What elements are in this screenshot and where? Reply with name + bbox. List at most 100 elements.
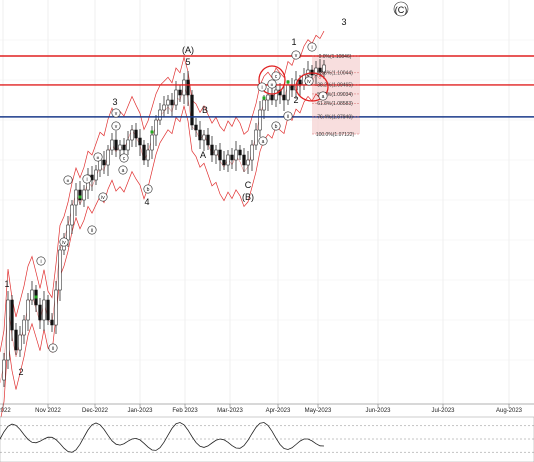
wave-label: v bbox=[115, 111, 118, 117]
wave-label: a bbox=[262, 139, 265, 145]
wave-label: b bbox=[147, 187, 150, 193]
candle-body bbox=[322, 64, 326, 73]
fib-label: 76.4%(1.07940) bbox=[317, 115, 353, 121]
candle-body bbox=[182, 79, 186, 96]
candle-body bbox=[42, 299, 46, 321]
candle-body bbox=[98, 159, 102, 171]
bull-marker bbox=[286, 80, 290, 84]
candle-body bbox=[74, 189, 78, 206]
candle-body bbox=[266, 94, 270, 101]
wave-label: 1 bbox=[4, 279, 9, 289]
bull-marker bbox=[262, 96, 266, 100]
wave-label: 4 bbox=[144, 197, 149, 207]
wave-label: 3 bbox=[112, 97, 117, 107]
wave-label-circle bbox=[63, 175, 73, 185]
wave-label: B bbox=[202, 105, 208, 115]
candle-body bbox=[46, 299, 50, 321]
wave-label: 5 bbox=[185, 57, 190, 67]
candle-body bbox=[106, 149, 110, 166]
wave-label-circle bbox=[271, 71, 281, 81]
wave-label-circle bbox=[257, 82, 267, 92]
candle-body bbox=[306, 69, 310, 76]
wave-label: iv bbox=[307, 79, 311, 85]
date-axis: -2022 Nov 2022 Dec-2022 Jan-2023 Feb 2023 Mar… bbox=[0, 404, 523, 414]
wave-label: ii bbox=[91, 228, 93, 234]
candle-body bbox=[154, 119, 158, 136]
candle-body bbox=[250, 144, 254, 161]
wave-label: (A) bbox=[182, 45, 194, 55]
horizontal-lines bbox=[0, 55, 534, 118]
candle-body bbox=[194, 124, 198, 131]
highlight-circles bbox=[258, 65, 329, 102]
wave-label: (C) bbox=[395, 5, 408, 15]
candle-body bbox=[170, 99, 174, 106]
wave-label-circle bbox=[118, 165, 128, 175]
wave-label-circle bbox=[82, 174, 92, 184]
candle-body bbox=[50, 319, 54, 326]
band-middle bbox=[0, 71, 325, 384]
wave-label: A bbox=[200, 150, 206, 160]
candle-body bbox=[166, 99, 170, 106]
oscillator-panel bbox=[0, 416, 534, 462]
candle-body bbox=[54, 289, 58, 326]
wave-label-circle bbox=[143, 184, 153, 194]
candle-body bbox=[214, 149, 218, 156]
wave-label: c bbox=[275, 74, 278, 80]
date-label: Jun-2023 bbox=[365, 408, 391, 414]
fib-label: 50.0%(1.09034) bbox=[317, 92, 353, 98]
candle-body bbox=[234, 149, 238, 161]
wave-label-circle bbox=[93, 152, 103, 162]
wave-label: iv bbox=[101, 195, 105, 201]
wave-label: iii bbox=[97, 155, 100, 160]
date-label: Feb 2023 bbox=[172, 408, 198, 414]
wave-label: c bbox=[123, 156, 126, 162]
wave-label-circle bbox=[304, 76, 314, 86]
candle-body bbox=[94, 169, 98, 181]
candle-body bbox=[230, 154, 234, 161]
highlight-circle bbox=[295, 72, 329, 102]
bull-marker bbox=[150, 130, 154, 134]
candle-body bbox=[66, 224, 70, 241]
candle-body bbox=[198, 129, 202, 141]
date-label: Apr-2023 bbox=[266, 408, 291, 414]
candle-body bbox=[262, 99, 266, 111]
wave-label: 3 bbox=[341, 17, 346, 27]
wave-label-circle bbox=[111, 121, 121, 131]
candle-body bbox=[6, 299, 10, 361]
wave-label-circle bbox=[119, 153, 129, 163]
wave-label: v bbox=[295, 53, 298, 59]
candle-body bbox=[242, 154, 246, 166]
date-label: -2022 bbox=[0, 408, 11, 414]
wave-label: iii bbox=[271, 82, 274, 87]
candle-body bbox=[10, 299, 14, 331]
wave-label: 2 bbox=[18, 367, 23, 377]
candle-body bbox=[314, 67, 318, 76]
candle-body bbox=[226, 154, 230, 166]
wave-label: C bbox=[245, 180, 252, 190]
wave-label: ii bbox=[52, 346, 54, 352]
date-label: Mar-2023 bbox=[217, 408, 243, 414]
candle-body bbox=[82, 189, 86, 201]
candle-body bbox=[178, 89, 182, 96]
candle-body bbox=[18, 334, 22, 351]
candle-body bbox=[14, 329, 18, 351]
oscillator-bg bbox=[0, 416, 534, 462]
candle-body bbox=[26, 299, 30, 321]
highlight-circle bbox=[258, 65, 286, 95]
candle-body bbox=[174, 89, 178, 106]
oscillator-line bbox=[0, 422, 325, 453]
candle-body bbox=[122, 144, 126, 151]
candle-body bbox=[102, 159, 106, 166]
wave-label: a bbox=[122, 168, 125, 174]
candle-body bbox=[202, 134, 206, 141]
wave-label: i bbox=[311, 45, 312, 51]
bull-marker bbox=[34, 295, 38, 299]
wave-label-circle bbox=[283, 111, 293, 121]
candle-body bbox=[114, 139, 118, 151]
wave-label-circle bbox=[48, 343, 58, 353]
candle-body bbox=[130, 129, 134, 141]
candle-body bbox=[286, 84, 290, 101]
date-label: Dec-2022 bbox=[82, 408, 109, 414]
fib-label: 100.0%(1.07122) bbox=[316, 132, 355, 138]
wave-label-circle bbox=[258, 136, 268, 146]
